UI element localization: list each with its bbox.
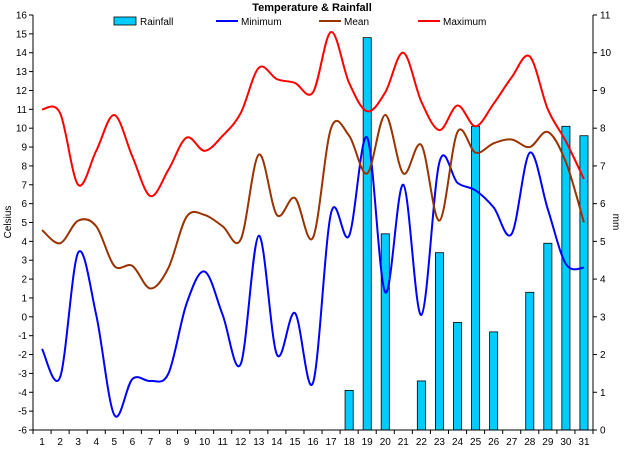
legend: Rainfall Minimum Mean Maximum [113,16,486,28]
x-tick-label: 22 [416,437,428,448]
x-tick-label: 16 [307,437,319,448]
y-axis-left-label: Celsius [3,206,14,239]
y-left-tick-label: 14 [16,48,28,59]
y-left-tick-label: 15 [16,29,28,40]
legend-label-mean: Mean [344,17,369,28]
temperature-lines [41,30,585,418]
y-right-tick-label: 3 [600,312,606,323]
x-tick-label: 27 [506,437,518,448]
y-right-tick-label: 5 [600,237,606,248]
x-tick-label: 10 [199,437,211,448]
y-left-tick-label: -6 [18,426,27,437]
y-left-tick-label: -3 [18,369,27,380]
y-left-tick-label: -5 [18,407,27,418]
y-axis-right-label: mm [610,214,621,231]
x-tick-label: 20 [380,437,392,448]
y-right-tick-label: 11 [600,11,611,22]
y-right-tick-label: 0 [600,426,606,437]
x-tick-label: 3 [75,437,81,448]
y-left-tick-label: 2 [21,275,27,286]
y-right-tick-label: 8 [600,124,606,135]
x-tick-label: 19 [362,437,374,448]
x-tick-label: 21 [398,437,410,448]
rainfall-bar-20 [380,233,390,431]
axes: -6-5-4-3-2-10123456789101112131415160123… [16,11,612,449]
x-tick-label: 2 [57,437,63,448]
legend-label-minimum: Minimum [241,17,282,28]
rainfall-bar-23 [434,252,444,431]
y-left-tick-label: -1 [18,331,27,342]
x-tick-label: 13 [253,437,265,448]
y-left-tick-label: 4 [21,237,27,248]
rainfall-bar-29 [543,242,553,431]
x-tick-label: 29 [542,437,554,448]
y-left-tick-label: 7 [21,180,27,191]
y-left-tick-label: -4 [18,388,27,399]
y-left-tick-label: 5 [21,218,27,229]
x-tick-label: 17 [326,437,338,448]
y-right-tick-label: 7 [600,161,606,172]
y-left-tick-label: 13 [16,67,28,78]
rainfall-bar-28 [525,291,535,431]
x-tick-label: 12 [235,437,247,448]
rainfall-bar-26 [489,331,499,431]
legend-swatch-rainfall [113,16,137,26]
legend-label-maximum: Maximum [443,17,486,28]
y-right-tick-label: 10 [600,48,612,59]
y-left-tick-label: 16 [16,11,28,22]
x-tick-label: 25 [470,437,482,448]
x-tick-label: 26 [488,437,500,448]
rainfall-bar-22 [416,380,426,431]
legend-label-rainfall: Rainfall [140,17,173,28]
rainfall-bar-19 [362,37,372,431]
y-left-tick-label: 12 [16,86,28,97]
y-left-tick-label: 3 [21,256,27,267]
x-tick-label: 6 [130,437,136,448]
y-left-tick-label: 1 [21,293,27,304]
y-left-tick-label: 10 [16,124,28,135]
rainfall-bar-25 [471,125,481,431]
x-tick-label: 11 [217,437,228,448]
rainfall-bar-24 [453,322,462,431]
x-tick-label: 5 [112,437,118,448]
x-tick-label: 14 [271,437,283,448]
y-left-tick-label: 11 [17,105,28,116]
y-left-tick-label: 0 [21,312,27,323]
x-tick-label: 18 [344,437,356,448]
x-tick-label: 31 [578,437,590,448]
x-tick-label: 4 [93,437,99,448]
y-right-tick-label: 4 [600,275,606,286]
y-right-tick-label: 6 [600,199,606,210]
y-left-tick-label: 8 [21,161,27,172]
x-tick-label: 15 [289,437,301,448]
x-tick-label: 9 [184,437,190,448]
y-right-tick-label: 9 [600,86,606,97]
series-line-maximum [41,30,585,198]
x-tick-label: 24 [452,437,464,448]
x-tick-label: 1 [39,437,45,448]
y-left-tick-label: 9 [21,143,27,154]
rainfall-bar-31 [579,135,589,431]
series-line-minimum [41,136,585,418]
y-right-tick-label: 1 [600,388,606,399]
rainfall-bar-18 [344,389,354,431]
chart-title: Temperature & Rainfall [252,2,372,14]
y-right-tick-label: 2 [600,350,606,361]
x-tick-label: 28 [524,437,536,448]
x-tick-label: 8 [166,437,172,448]
x-tick-label: 23 [434,437,446,448]
y-left-tick-label: -2 [18,350,27,361]
y-left-tick-label: 6 [21,199,27,210]
series-line-mean [41,113,585,290]
x-tick-label: 7 [148,437,154,448]
x-tick-label: 30 [560,437,572,448]
